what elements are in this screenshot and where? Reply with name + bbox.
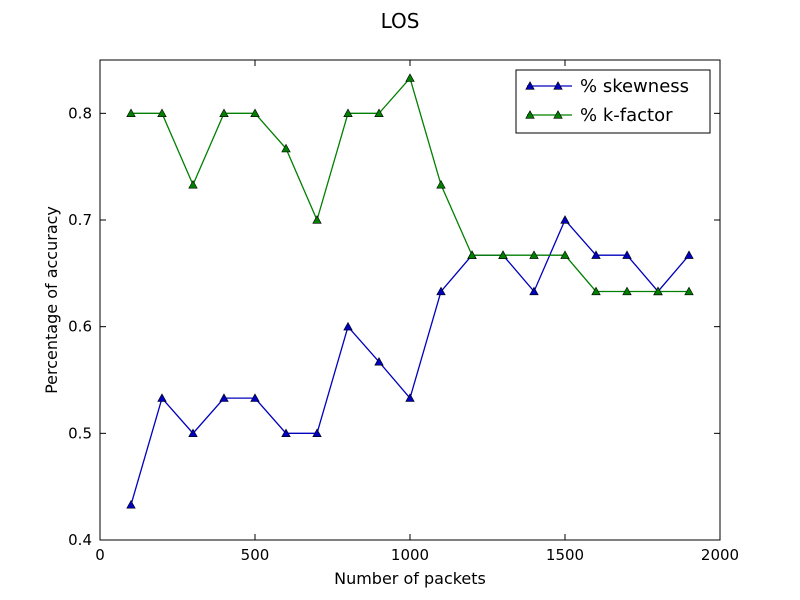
data-point — [312, 215, 322, 224]
legend-marker — [525, 110, 535, 119]
data-point — [312, 428, 322, 437]
data-point — [343, 321, 353, 331]
data-point — [684, 250, 694, 259]
axis-ticks: 0 500 1000 1500 2000 0.4 0.5 0.6 0.7 0.8 — [68, 60, 739, 564]
data-point — [622, 286, 632, 296]
data-point — [219, 108, 229, 117]
y-tick-label: 0.5 — [68, 424, 92, 442]
y-tick-label: 0.4 — [68, 531, 92, 549]
series-k-factor — [126, 73, 694, 296]
legend: % skewness % k-factor — [515, 69, 711, 134]
chart-title: LOS — [381, 9, 420, 33]
data-point — [126, 108, 136, 117]
data-point — [560, 250, 570, 259]
legend-marker — [525, 81, 535, 90]
data-point — [467, 250, 477, 259]
x-tick-label: 1500 — [546, 546, 584, 564]
data-point — [250, 393, 260, 402]
data-point — [126, 499, 136, 509]
data-point — [560, 215, 570, 224]
series-layer — [126, 73, 694, 509]
data-point — [436, 286, 446, 296]
data-point — [250, 108, 260, 117]
data-point — [219, 393, 229, 402]
data-point — [188, 179, 198, 189]
x-axis-label: Number of packets — [334, 569, 486, 588]
data-point — [281, 428, 291, 437]
y-tick-label: 0.8 — [68, 104, 92, 122]
legend-label: % k-factor — [580, 105, 673, 126]
y-axis-label: Percentage of accuracy — [42, 206, 61, 394]
legend-marker — [553, 110, 563, 119]
y-tick-label: 0.7 — [68, 211, 92, 229]
data-point — [498, 250, 508, 259]
data-point — [529, 286, 539, 296]
data-point — [374, 108, 384, 117]
data-point — [188, 428, 198, 437]
x-tick-label: 2000 — [701, 546, 739, 564]
data-point — [622, 250, 632, 259]
data-point — [405, 393, 415, 402]
data-point — [591, 250, 601, 259]
y-tick-label: 0.6 — [68, 318, 92, 336]
data-point — [405, 73, 415, 82]
data-point — [684, 286, 694, 296]
legend-entry: % k-factor — [525, 105, 673, 126]
x-tick-label: 1000 — [391, 546, 429, 564]
data-point — [653, 286, 663, 296]
data-point — [157, 393, 167, 402]
series-skewness — [126, 215, 694, 509]
legend-marker — [553, 81, 563, 90]
legend-label: % skewness — [580, 76, 689, 97]
data-point — [157, 108, 167, 117]
legend-entries: % skewness % k-factor — [525, 76, 689, 126]
data-point — [436, 179, 446, 189]
x-tick-label: 0 — [95, 546, 105, 564]
legend-entry: % skewness — [525, 76, 689, 97]
legend-box — [515, 69, 711, 134]
x-tick-label: 500 — [241, 546, 270, 564]
data-point — [374, 357, 384, 366]
data-point — [529, 250, 539, 259]
data-point — [343, 108, 353, 117]
data-point — [281, 143, 291, 153]
plot-area — [99, 59, 721, 541]
data-point — [591, 286, 601, 296]
